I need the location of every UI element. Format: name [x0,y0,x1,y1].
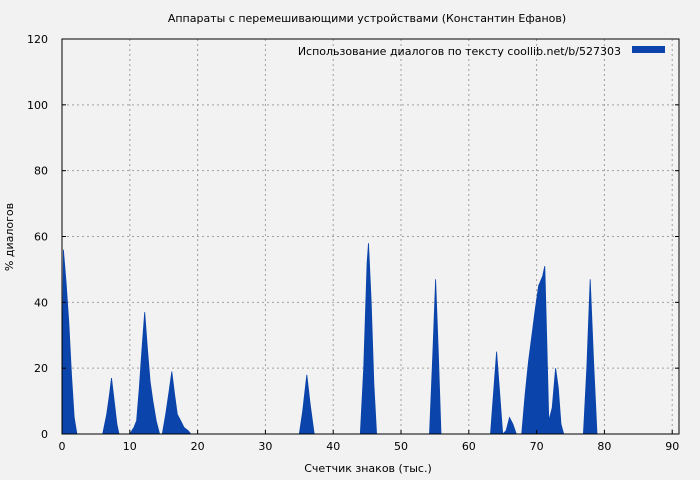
x-tick-label: 60 [462,440,476,453]
x-tick-label: 0 [59,440,66,453]
legend-swatch [632,46,665,53]
axis-ticks: 0 10 20 30 40 50 60 70 80 90 0 20 40 60 80 100 120 [27,33,679,453]
y-tick-label: 100 [27,99,48,112]
x-tick-label: 70 [530,440,544,453]
x-tick-label: 90 [665,440,679,453]
y-tick-label: 0 [41,428,48,441]
x-tick-label: 30 [258,440,272,453]
grid [62,39,679,434]
y-tick-label: 20 [34,362,48,375]
y-axis-label: % диалогов [3,203,16,271]
chart-title: Аппараты с перемешивающими устройствами … [168,12,566,25]
x-axis-label: Счетчик знаков (тыс.) [304,462,432,475]
y-tick-label: 40 [34,296,48,309]
x-tick-label: 10 [123,440,137,453]
y-tick-label: 60 [34,231,48,244]
legend: Использование диалогов по тексту coollib… [298,45,665,58]
x-tick-label: 50 [394,440,408,453]
y-tick-label: 120 [27,33,48,46]
legend-label: Использование диалогов по тексту coollib… [298,45,621,58]
series-area [61,243,673,435]
x-tick-label: 80 [597,440,611,453]
x-tick-label: 40 [326,440,340,453]
x-tick-label: 20 [191,440,205,453]
y-tick-label: 80 [34,165,48,178]
